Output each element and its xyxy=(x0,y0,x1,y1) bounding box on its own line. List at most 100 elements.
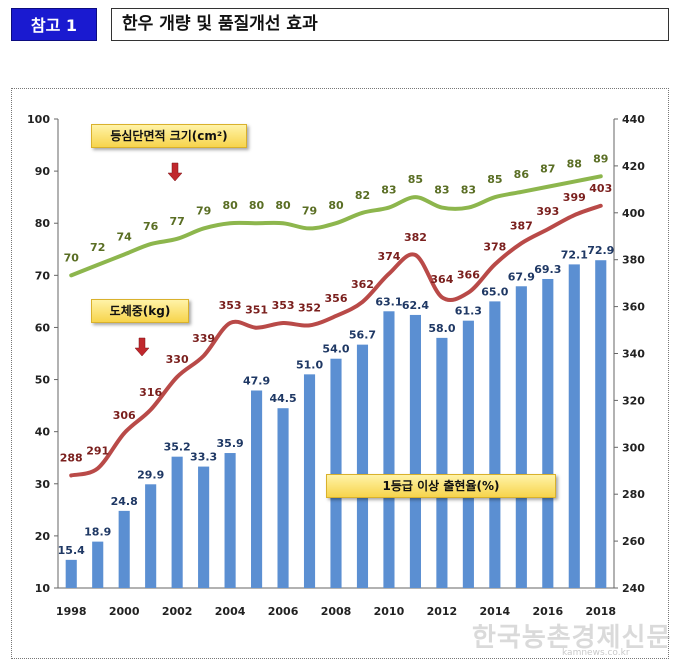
y-left-tick-label: 100 xyxy=(27,113,50,126)
weight-series-data-label: 403 xyxy=(589,182,612,195)
bar xyxy=(462,320,474,588)
bar-data-label: 62.4 xyxy=(402,299,429,312)
weight-series-data-label: 378 xyxy=(483,240,506,253)
weight-series-data-label: 339 xyxy=(192,332,215,345)
bar xyxy=(118,510,130,588)
bar xyxy=(251,390,263,588)
bar-data-label: 15.4 xyxy=(58,544,85,557)
bar-data-label: 63.1 xyxy=(375,295,402,308)
bar-data-label: 29.9 xyxy=(137,468,164,481)
bar-data-label: 58.0 xyxy=(428,322,455,335)
weight-series-line xyxy=(69,203,603,478)
y-right-tick-label: 420 xyxy=(622,160,645,173)
area-series-data-label: 80 xyxy=(222,199,238,212)
area-series-data-label: 72 xyxy=(90,241,105,254)
bar-data-label: 18.9 xyxy=(84,526,111,539)
bar-data-label: 67.9 xyxy=(508,270,535,283)
y-right-tick-label: 340 xyxy=(622,348,645,361)
area-series-data-label: 77 xyxy=(169,215,184,228)
y-right-tick-label: 380 xyxy=(622,254,645,267)
bar xyxy=(92,541,104,588)
callout-weight: 도체중(kg) xyxy=(91,299,189,323)
arrow-down-icon xyxy=(167,162,183,182)
y-left-tick-label: 40 xyxy=(35,426,51,439)
weight-series-data-label: 291 xyxy=(86,444,109,457)
x-tick-label: 2018 xyxy=(585,605,616,618)
bar-data-label: 44.5 xyxy=(269,392,296,405)
bar xyxy=(436,337,448,588)
bar xyxy=(515,286,527,588)
y-right-tick-label: 320 xyxy=(622,394,645,407)
weight-series-data-label: 362 xyxy=(351,278,374,291)
x-tick-label: 2002 xyxy=(162,605,193,618)
bar-data-label: 33.3 xyxy=(190,451,217,464)
area-series-data-label: 88 xyxy=(567,158,582,171)
bar-data-label: 54.0 xyxy=(322,343,349,356)
weight-series-data-label: 330 xyxy=(166,353,189,366)
weight-series-data-label: 387 xyxy=(510,219,533,232)
x-tick-label: 2014 xyxy=(480,605,511,618)
weight-series-data-label: 316 xyxy=(139,386,162,399)
bar xyxy=(489,301,501,588)
area-series-data-label: 80 xyxy=(275,199,291,212)
bar xyxy=(145,484,157,588)
area-series-data-label: 80 xyxy=(249,199,265,212)
bar-data-label: 24.8 xyxy=(111,495,138,508)
bar xyxy=(65,559,77,588)
watermark-url: kamnews.co.kr xyxy=(562,648,630,658)
bar-data-label: 47.9 xyxy=(243,374,270,387)
area-series-data-label: 80 xyxy=(328,199,344,212)
x-tick-label: 2016 xyxy=(532,605,563,618)
weight-series-data-label: 366 xyxy=(457,269,480,282)
area-series-data-label: 83 xyxy=(461,184,476,197)
area-series-data-label: 82 xyxy=(355,189,370,202)
area-series-data-label: 87 xyxy=(540,163,555,176)
x-tick-label: 2008 xyxy=(321,605,352,618)
y-right-tick-label: 300 xyxy=(622,441,645,454)
y-right-tick-label: 400 xyxy=(622,207,645,220)
area-series-data-label: 74 xyxy=(117,230,133,243)
watermark-logo: 한국농촌경제신문 xyxy=(472,623,672,653)
x-tick-label: 2010 xyxy=(374,605,405,618)
area-series-data-label: 79 xyxy=(302,204,317,217)
page-title: 한우 개량 및 품질개선 효과 xyxy=(111,8,669,41)
bar xyxy=(277,408,289,588)
area-series-data-label: 83 xyxy=(381,184,396,197)
weight-series-data-label: 288 xyxy=(60,451,83,464)
y-left-tick-label: 50 xyxy=(35,374,51,387)
y-left-tick-label: 70 xyxy=(35,269,51,282)
area-series-line xyxy=(69,174,603,278)
bar xyxy=(198,466,210,588)
area-series-data-label: 83 xyxy=(434,184,449,197)
area-series-data-label: 79 xyxy=(196,204,211,217)
weight-series-data-label: 351 xyxy=(245,304,268,317)
callout-area: 등심단면적 크기(cm²) xyxy=(91,124,247,148)
x-tick-label: 2006 xyxy=(268,605,299,618)
bar-data-label: 35.9 xyxy=(217,437,244,450)
area-series-data-label: 86 xyxy=(514,168,530,181)
x-tick-label: 2004 xyxy=(215,605,246,618)
bar xyxy=(224,453,236,588)
area-series-data-label: 70 xyxy=(64,251,80,264)
bar xyxy=(330,358,342,588)
weight-series-data-label: 399 xyxy=(563,191,586,204)
y-right-tick-label: 360 xyxy=(622,301,645,314)
y-right-tick-label: 440 xyxy=(622,113,645,126)
chart-frame xyxy=(11,88,669,659)
bar xyxy=(409,314,421,588)
section-tag: 참고 1 xyxy=(11,8,97,41)
y-right-tick-label: 260 xyxy=(622,535,645,548)
weight-series-data-label: 374 xyxy=(377,250,400,263)
y-left-tick-label: 90 xyxy=(35,165,51,178)
y-left-tick-label: 20 xyxy=(35,530,51,543)
callout-grade: 1등급 이상 출현율(%) xyxy=(326,474,556,498)
bar xyxy=(303,374,316,588)
bar-data-label: 51.0 xyxy=(296,358,323,371)
bar-data-label: 61.3 xyxy=(455,305,482,318)
y-left-tick-label: 60 xyxy=(35,321,51,334)
y-right-tick-label: 240 xyxy=(622,582,645,595)
bar xyxy=(568,264,580,588)
bar xyxy=(356,344,369,588)
weight-series-data-label: 393 xyxy=(536,205,559,218)
